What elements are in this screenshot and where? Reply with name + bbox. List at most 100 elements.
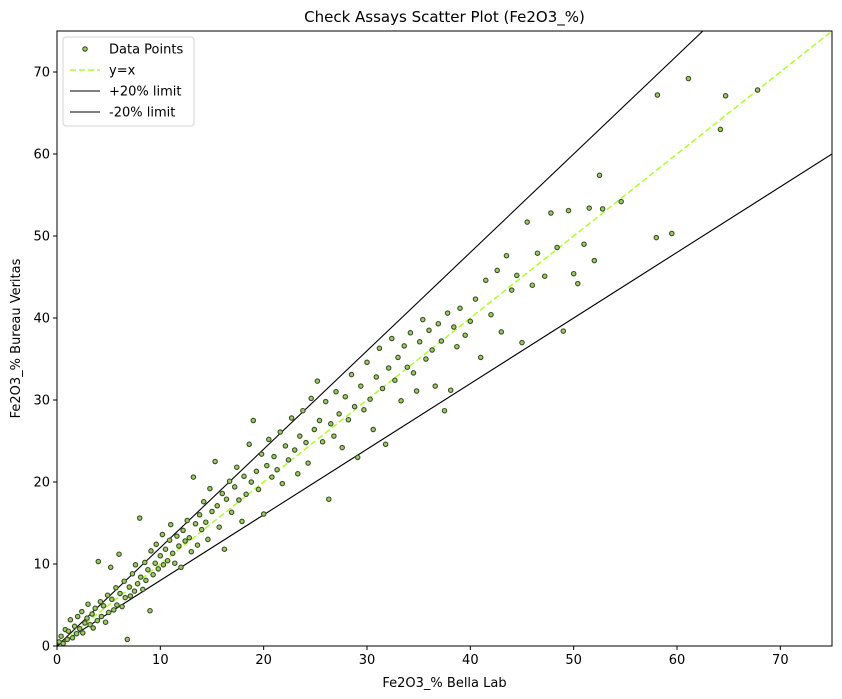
data-point [653, 234, 660, 241]
data-point [618, 198, 624, 205]
data-point [114, 602, 120, 608]
data-point [79, 608, 85, 615]
legend-marker-data-points [82, 46, 88, 52]
data-point [288, 415, 295, 421]
x-tick-label: 10 [152, 653, 169, 668]
data-point [84, 615, 90, 621]
data-point [157, 553, 164, 559]
data-point [155, 566, 162, 572]
data-point [754, 87, 761, 93]
data-point [457, 305, 463, 311]
data-point [74, 613, 81, 620]
data-point [354, 454, 361, 461]
data-point [85, 601, 91, 607]
data-point [250, 417, 257, 424]
data-point [282, 443, 289, 449]
data-point [560, 328, 567, 334]
y-axis-label: Fe2O3_% Bureau Veritas [9, 258, 24, 418]
data-point [182, 538, 188, 544]
data-point [361, 407, 367, 413]
data-point [102, 619, 109, 625]
data-point [121, 578, 127, 584]
data-point [131, 588, 138, 594]
data-point [246, 441, 252, 448]
data-point [407, 330, 414, 336]
data-point [685, 75, 692, 82]
data-point [514, 272, 520, 279]
legend-label-20-limit: +20% limit [109, 85, 182, 100]
data-point [226, 478, 233, 484]
data-point [104, 592, 111, 598]
data-point [370, 426, 376, 433]
data-point [147, 607, 153, 614]
data-point [565, 207, 572, 214]
data-point [97, 598, 104, 605]
data-point [212, 458, 218, 465]
data-point [172, 560, 178, 566]
chart-title: Check Assays Scatter Plot (Fe2O3_%) [304, 8, 585, 27]
data-point [264, 462, 270, 469]
data-point [82, 620, 88, 626]
data-point [205, 536, 211, 543]
data-point [159, 531, 166, 538]
data-point [336, 411, 342, 417]
data-point [188, 548, 195, 555]
data-point [432, 383, 438, 389]
data-point [322, 398, 329, 405]
data-point [129, 571, 136, 577]
data-point [260, 511, 267, 517]
data-point [498, 329, 505, 335]
data-point [404, 364, 411, 370]
data-point [554, 244, 560, 251]
data-point [385, 365, 392, 371]
data-point [591, 257, 598, 264]
data-point [122, 594, 128, 601]
data-point [174, 533, 180, 539]
x-tick-label: 40 [462, 653, 479, 668]
data-point [258, 451, 265, 457]
data-point [209, 508, 215, 515]
data-point [297, 433, 303, 439]
y-tick-label: 70 [33, 66, 50, 81]
data-point [180, 527, 186, 534]
data-point [160, 562, 167, 568]
data-point [113, 585, 119, 591]
data-point [494, 267, 500, 274]
data-point [152, 560, 158, 566]
data-point [508, 287, 515, 293]
data-point [472, 296, 479, 302]
data-point [300, 407, 306, 414]
data-point [203, 519, 209, 525]
data-point [420, 316, 426, 323]
data-point [398, 398, 404, 404]
data-point [274, 466, 280, 473]
data-point [429, 347, 435, 353]
data-point [524, 219, 530, 225]
data-point [136, 515, 143, 521]
data-point [599, 206, 606, 212]
data-point [73, 630, 80, 637]
data-point [109, 596, 115, 603]
data-point [76, 626, 83, 632]
data-point [58, 633, 64, 639]
data-point [148, 548, 154, 554]
data-point [548, 210, 554, 216]
data-point [162, 546, 169, 552]
data-point [87, 621, 93, 628]
data-point [192, 521, 199, 527]
y-tick-label: 40 [33, 312, 50, 327]
data-point [243, 491, 249, 498]
data-point [150, 571, 156, 578]
data-point [169, 550, 176, 557]
plot-area [56, 30, 833, 647]
data-point [342, 393, 349, 400]
data-point [519, 339, 525, 346]
data-point [255, 486, 262, 493]
data-point [60, 640, 66, 646]
data-point [153, 541, 159, 548]
data-point [271, 453, 277, 460]
data-point [451, 324, 457, 330]
data-point [117, 590, 123, 597]
data-point [241, 473, 247, 480]
